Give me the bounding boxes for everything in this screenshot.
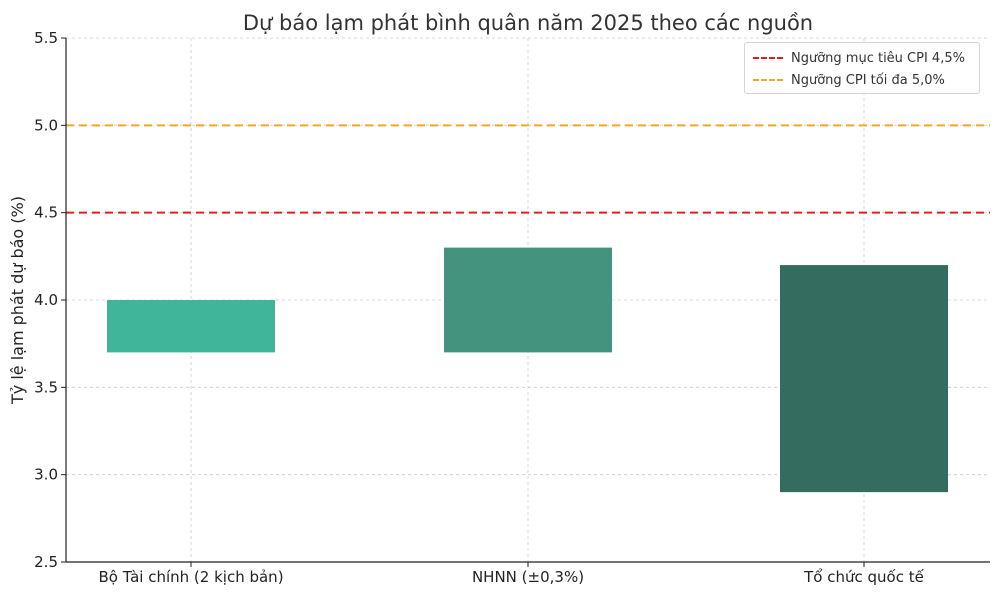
y-tick-label: 5.5 [34, 29, 58, 47]
legend-line-max [753, 79, 783, 81]
legend: Ngưỡng mục tiêu CPI 4,5% Ngưỡng CPI tối … [744, 42, 980, 94]
legend-item-target: Ngưỡng mục tiêu CPI 4,5% [753, 48, 965, 68]
legend-label-target: Ngưỡng mục tiêu CPI 4,5% [791, 50, 965, 66]
y-tick-label: 5.0 [34, 116, 58, 134]
y-tick-label: 3.5 [34, 378, 58, 396]
y-tick-label: 3.0 [34, 466, 58, 484]
x-tick-label: Bộ Tài chính (2 kịch bản) [98, 568, 283, 586]
x-tick-label: Tổ chức quốc tế [803, 568, 924, 586]
legend-item-max: Ngưỡng CPI tối đa 5,0% [753, 70, 945, 90]
y-axis-label: Tỷ lệ lạm phát dự báo (%) [8, 196, 27, 405]
reference-line-layer [66, 124, 990, 214]
axis-layer: 2.5 3.0 3.5 4.0 4.5 5.0 5.5 Bộ Tài chính (2 kịc… [34, 29, 990, 586]
x-tick-label: NHNN (±0,3%) [472, 568, 584, 586]
legend-label-max: Ngưỡng CPI tối đa 5,0% [791, 72, 945, 88]
legend-line-target [753, 57, 783, 59]
y-tick-label: 2.5 [34, 553, 58, 571]
chart-title: Dự báo lạm phát bình quân năm 2025 theo … [243, 11, 813, 35]
y-tick-label: 4.5 [34, 204, 58, 222]
bar-layer [107, 247, 948, 493]
range-bar [780, 265, 948, 493]
range-bar [107, 300, 275, 353]
y-tick-label: 4.0 [34, 291, 58, 309]
range-bar [444, 247, 612, 353]
